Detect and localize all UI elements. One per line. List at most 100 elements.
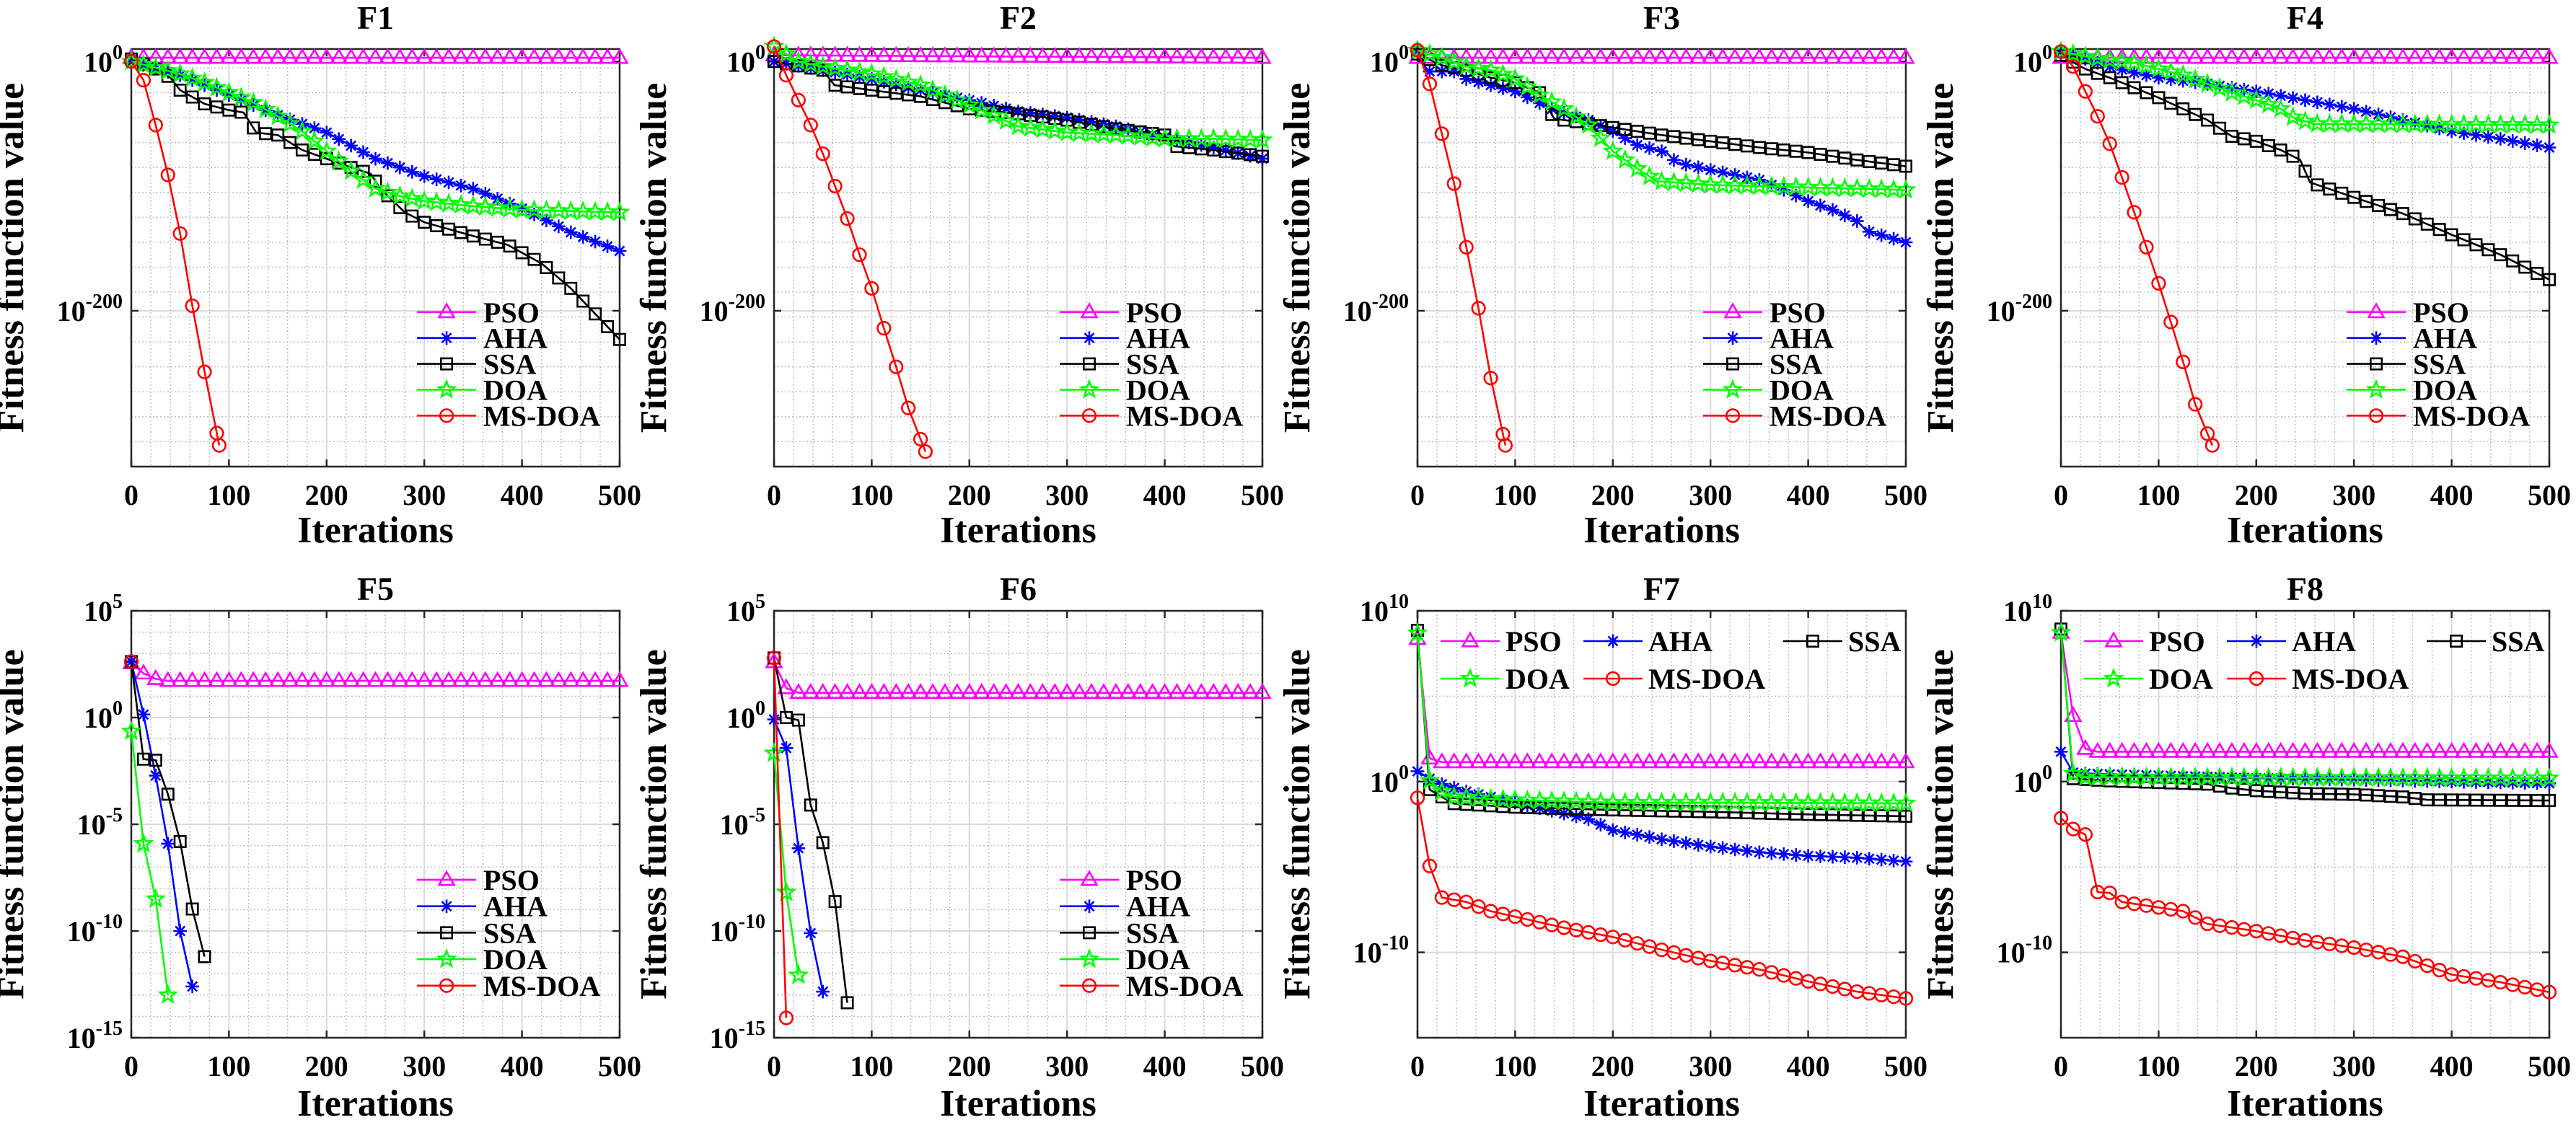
data-point-marker [1105,124,1127,144]
series-group [764,650,1272,1025]
data-point-marker [1726,752,1744,769]
tick-base: 10 [710,915,739,948]
data-point-marker [801,45,820,62]
data-point-marker [766,650,782,666]
data-point-marker [2237,132,2251,146]
data-point-marker [2225,129,2238,143]
data-point-marker [2259,741,2278,758]
data-point-marker [1823,752,1842,769]
data-point-marker [1703,163,1718,177]
data-point-marker [2294,110,2316,131]
tick-exponent: -200 [1372,291,1409,313]
data-point-marker [1667,130,1681,144]
data-point-marker [341,48,361,64]
y-axis-label: Fitness function value [633,83,674,433]
data-point-marker [948,683,967,700]
x-axis-label: Iterations [1583,1083,1740,1124]
data-point-marker [1884,48,1903,64]
legend-item-ssa: SSA [1703,348,1823,381]
tick-base: 10 [1997,937,2026,969]
data-point-marker [1591,752,1610,769]
tick-base: 10 [57,295,86,327]
data-point-marker [2335,788,2349,801]
data-point-marker [766,39,782,54]
legend-item-ssa: SSA [2347,348,2466,381]
data-point-marker [911,46,930,63]
data-point-marker [838,683,857,700]
data-point-marker [2283,48,2303,64]
data-point-marker [2518,260,2532,274]
data-point-marker [121,720,142,741]
tick-base: 10 [726,702,755,734]
data-point-marker [2491,48,2510,64]
data-point-marker [271,108,285,122]
data-point-marker [1253,48,1272,64]
data-point-marker [353,169,374,189]
data-point-marker [2148,58,2169,79]
x-tick-label: 300 [1045,479,1089,511]
data-point-marker [848,61,871,81]
y-tick-label: 10-15 [67,1018,123,1054]
data-point-marker [1456,55,1477,76]
data-point-marker [218,81,239,102]
legend-marker [2249,634,2264,648]
plot-area [1417,49,1906,467]
x-tick-label: 200 [305,479,348,511]
data-point-marker [1555,48,1573,64]
series-line [2060,817,2550,994]
data-point-marker [133,832,154,853]
legend-marker [2104,631,2123,648]
data-point-marker [778,68,794,83]
legend-label: DOA [1126,943,1190,976]
data-point-marker [850,683,869,700]
legend-marker [1806,634,1820,648]
data-point-marker [2542,141,2557,154]
data-point-marker [600,239,615,253]
data-point-marker [1119,47,1138,63]
tick-base: 10 [1343,295,1372,327]
data-point-marker [2469,793,2483,807]
data-point-marker [2503,741,2522,758]
data-point-marker [983,105,1005,125]
legend-label: MS-DOA [1648,663,1765,695]
data-point-marker [2163,72,2178,87]
data-point-marker [148,118,163,133]
data-point-marker [330,671,348,687]
data-point-marker [850,45,869,62]
data-point-marker [2466,48,2486,64]
data-point-marker [1457,752,1476,769]
data-point-marker [244,48,263,64]
data-point-marker [293,671,312,687]
legend-item-ssa: SSA [1783,625,1901,658]
series-ssa [768,651,854,1010]
data-point-marker [454,226,467,239]
data-point-marker [2311,772,2324,786]
data-point-marker [2430,48,2449,64]
data-point-marker [1826,850,1839,864]
plot-area [2061,49,2549,467]
tick-base: 10 [720,808,749,841]
data-point-marker [1692,133,1705,146]
data-point-marker [1520,90,1534,105]
legend-label: PSO [1126,864,1182,896]
x-tick-label: 100 [2137,479,2180,511]
data-point-marker [1007,115,1029,136]
plot-area [131,49,620,467]
data-point-marker [1422,858,1438,873]
data-point-marker [1243,149,1257,163]
data-point-marker [2282,106,2304,126]
data-point-marker [2247,48,2266,64]
data-point-marker [911,683,930,700]
data-point-marker [1789,807,1803,821]
data-point-marker [877,85,891,99]
data-point-marker [2076,738,2095,755]
y-tick-label: 100 [726,697,765,734]
data-point-marker [256,48,275,64]
data-point-marker [173,834,187,848]
data-point-marker [2176,769,2190,783]
data-point-marker [2247,741,2266,758]
legend-label: SSA [1126,348,1179,381]
data-point-marker [1667,834,1681,848]
data-point-marker [2212,79,2227,93]
